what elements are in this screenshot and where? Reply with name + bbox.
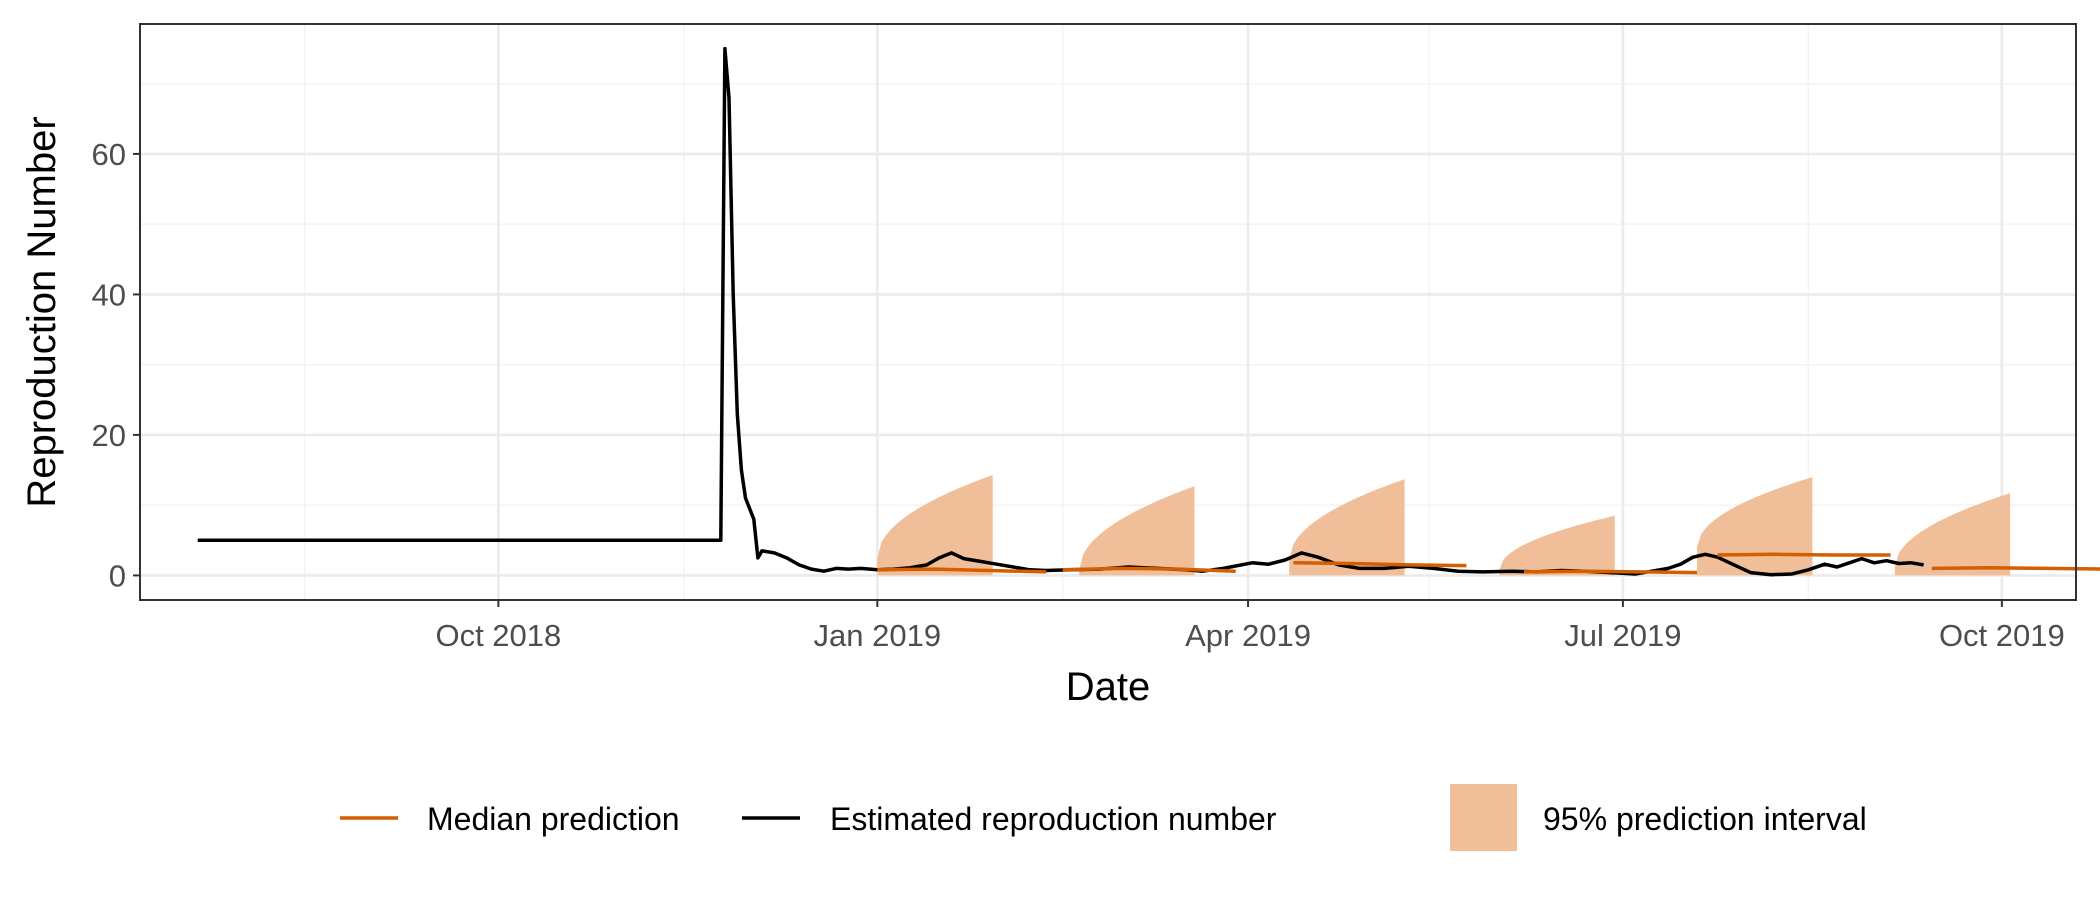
median-prediction-line-6 xyxy=(1931,565,2100,571)
x-tick-label: Jul 2019 xyxy=(1564,618,1681,653)
legend-label-interval: 95% prediction interval xyxy=(1543,801,1867,837)
legend-item-estimated: Estimated reproduction number xyxy=(742,801,1277,837)
legend-key-interval xyxy=(1450,784,1517,851)
legend-item-interval: 95% prediction interval xyxy=(1450,784,1867,851)
estimated-reproduction-number-line xyxy=(197,46,1924,577)
prediction-interval-band-5 xyxy=(1697,477,1813,576)
prediction-interval-band-2 xyxy=(1079,486,1195,576)
prediction-interval-bands xyxy=(877,475,2011,576)
y-tick-label: 20 xyxy=(92,418,126,453)
grid xyxy=(140,24,2076,600)
x-tick-label: Jan 2019 xyxy=(814,618,942,653)
legend-label-median: Median prediction xyxy=(427,801,680,837)
legend-label-estimated: Estimated reproduction number xyxy=(830,801,1277,837)
median-prediction-line-1 xyxy=(877,567,1047,574)
prediction-interval-band-1 xyxy=(877,475,993,576)
median-prediction-line-2 xyxy=(1062,566,1236,573)
median-prediction-line-4 xyxy=(1523,569,1698,575)
series-lines xyxy=(197,46,2100,577)
prediction-interval-band-3 xyxy=(1289,479,1405,576)
median-prediction-line-3 xyxy=(1293,561,1467,568)
x-axis-title: Date xyxy=(1066,665,1151,709)
x-tick-label: Oct 2018 xyxy=(435,618,561,653)
y-tick-label: 40 xyxy=(92,277,126,312)
y-tick-label: 0 xyxy=(109,558,126,593)
panel-border xyxy=(139,23,2077,601)
axes: 0 20 40 60 Oct 2018 Jan 2019 Apr 2019 Jul 2019 O… xyxy=(92,137,2065,653)
y-axis-title: Reproduction Number xyxy=(20,116,64,507)
median-prediction-line-5 xyxy=(1717,552,1891,557)
x-tick-label: Oct 2019 xyxy=(1939,618,2065,653)
x-tick-label: Apr 2019 xyxy=(1185,618,1311,653)
legend-item-median: Median prediction xyxy=(340,801,680,837)
legend: Median prediction Estimated reproduction… xyxy=(340,784,1867,851)
y-tick-label: 60 xyxy=(92,137,126,172)
prediction-interval-band-4 xyxy=(1499,515,1615,576)
prediction-interval-band-6 xyxy=(1894,493,2011,576)
